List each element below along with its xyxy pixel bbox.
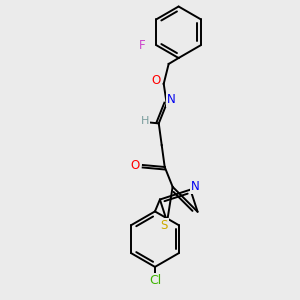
- Text: N: N: [167, 93, 176, 106]
- Text: O: O: [151, 74, 160, 87]
- Text: N: N: [191, 180, 200, 193]
- Text: O: O: [130, 158, 140, 172]
- Text: H: H: [141, 116, 149, 126]
- Text: F: F: [139, 39, 146, 52]
- Text: S: S: [160, 219, 168, 232]
- Text: Cl: Cl: [149, 274, 161, 287]
